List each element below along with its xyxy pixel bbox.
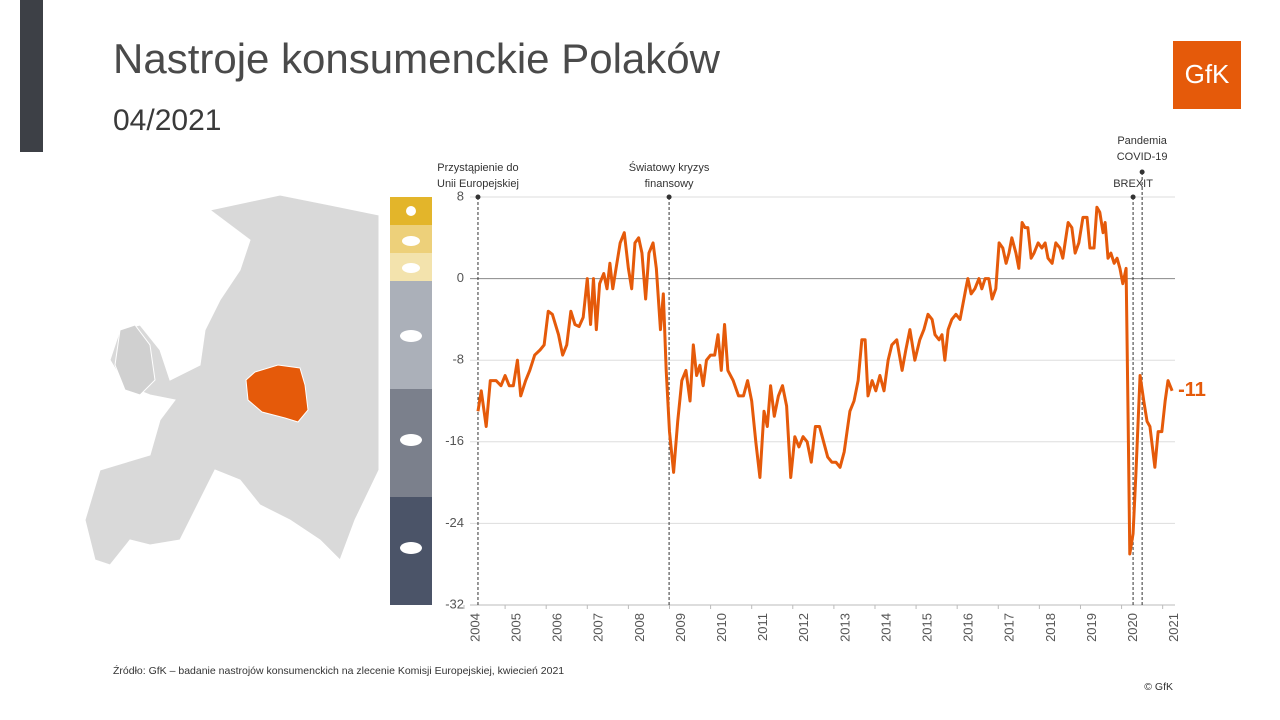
x-tick-label: 2019 [1084, 613, 1099, 642]
x-tick-label: 2004 [467, 613, 482, 642]
source: Źródło: GfK – badanie nastrojów konsumen… [113, 664, 564, 677]
x-tick-label: 2014 [878, 613, 893, 642]
copyright: © GfK [1144, 681, 1173, 693]
x-tick-label: 2013 [837, 613, 852, 642]
last-value-label: -11 [1178, 379, 1206, 401]
icon-storm [400, 542, 422, 554]
event-dot [475, 194, 481, 200]
icon-cloud [400, 330, 422, 342]
y-tick-label: 0 [457, 270, 464, 285]
event-label: Przystąpienie do [437, 162, 518, 174]
x-tick-label: 2012 [796, 613, 811, 642]
event-dot [1130, 194, 1136, 200]
weather-scale [390, 197, 432, 605]
icon-cloud-sun [402, 236, 420, 246]
logo: GfK [1173, 41, 1241, 109]
poland [245, 364, 309, 423]
y-tick-label: -16 [445, 433, 464, 448]
event-dot [1139, 169, 1145, 175]
map [84, 194, 380, 566]
event-label: Pandemia [1117, 135, 1167, 147]
event-label: Światowy kryzys [629, 161, 710, 174]
logo-text: GfK [1185, 59, 1230, 89]
europe [84, 194, 380, 566]
x-tick-label: 2017 [1002, 613, 1017, 642]
x-tick-label: 2021 [1166, 613, 1181, 642]
x-tick-label: 2011 [755, 613, 770, 641]
event-label: Unii Europejskiej [437, 178, 519, 190]
event-label: COVID-19 [1117, 151, 1168, 163]
event-dot [666, 194, 672, 200]
series-line [476, 205, 1174, 556]
x-tick-label: 2008 [632, 613, 647, 642]
logo-box [1173, 41, 1241, 109]
x-tick-label: 2006 [550, 613, 565, 642]
x-tick-label: 2015 [920, 613, 935, 642]
icon-cloud-light [402, 263, 420, 273]
event-label: finansowy [645, 178, 694, 190]
icon-rain [400, 434, 422, 446]
icon-sun [406, 206, 416, 216]
x-tick-label: 2016 [961, 613, 976, 642]
y-tick-label: -24 [445, 515, 464, 530]
accent-bar [20, 0, 43, 152]
x-tick-label: 2007 [591, 613, 606, 642]
y-tick-label: -32 [445, 596, 464, 611]
x-tick-label: 2005 [509, 613, 524, 642]
subtitle: 04/2021 [113, 104, 221, 137]
x-tick-label: 2018 [1043, 613, 1058, 642]
y-tick-label: 8 [457, 188, 464, 203]
event-label: BREXIT [1113, 178, 1153, 190]
y-tick-label: -8 [452, 352, 464, 367]
x-tick-label: 2010 [714, 613, 729, 642]
x-tick-label: 2020 [1125, 613, 1140, 642]
title: Nastroje konsumenckie Polaków [113, 35, 721, 82]
x-tick-label: 2009 [673, 613, 688, 642]
britain [114, 324, 156, 396]
